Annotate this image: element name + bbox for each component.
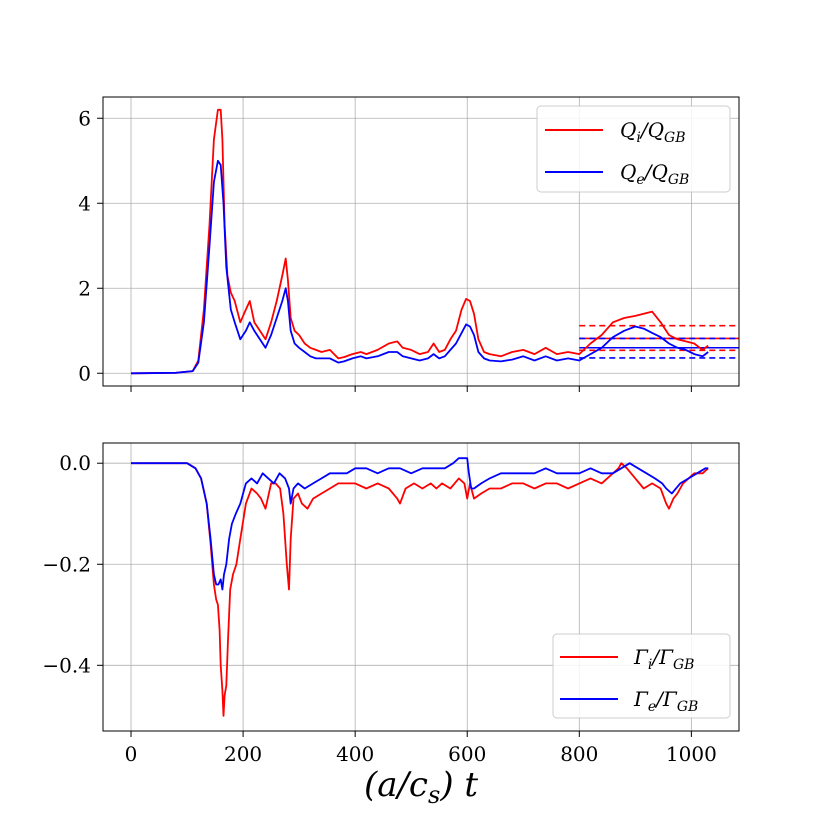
bot-y-tick-label: −0.2: [42, 552, 91, 576]
bot-x-tick-label: 1000: [666, 742, 717, 766]
top-legend-box: [536, 105, 731, 193]
top-y-tick-label: 6: [78, 106, 91, 130]
bottom-legend-box: [552, 633, 731, 719]
top-series-lines: [130, 108, 709, 375]
bottom-legend-label-ge: Γe/ΓGB: [633, 687, 698, 715]
bot-series-line-1: [131, 457, 709, 591]
top-y-tick-label: 2: [78, 276, 91, 300]
top-reference-lines: [579, 324, 739, 359]
bottom-panel: 0.0 −0.2 −0.4 0 200 400 600 800 1000 Γi/ΓGB Γe/…: [42, 442, 740, 766]
bot-x-tick-label: 800: [560, 742, 598, 766]
top-y-tick-labels: 0 2 4 6: [78, 106, 91, 385]
bot-x-tick-label: 0: [125, 742, 138, 766]
top-plot-frame: [102, 96, 740, 387]
bottom-plot-frame: [102, 442, 740, 732]
top-y-tick-label: 0: [78, 361, 91, 385]
bottom-x-tick-labels: 0 200 400 600 800 1000: [125, 742, 717, 766]
bottom-legend-label-gi: Γi/ΓGB: [633, 645, 694, 673]
bottom-series-lines: [131, 457, 709, 717]
bot-y-tick-label: 0.0: [59, 451, 91, 475]
top-legend-label-qe: Qe/QGB: [620, 160, 689, 188]
bottom-y-tick-labels: 0.0 −0.2 −0.4: [42, 451, 91, 677]
bottom-legend: Γi/ΓGB Γe/ΓGB: [552, 633, 731, 719]
bot-y-tick-label: −0.4: [42, 653, 91, 677]
bot-series-line-0: [131, 462, 709, 717]
top-series-line-0: [130, 108, 709, 375]
bottom-axis-ticks: [97, 462, 692, 737]
x-axis-label: (a/cs) t: [364, 765, 478, 809]
top-series-line-1: [130, 159, 709, 375]
bot-x-tick-label: 600: [448, 742, 486, 766]
top-legend: Qi/QGB Qe/QGB: [536, 105, 731, 193]
bot-x-tick-label: 200: [224, 742, 262, 766]
top-panel: 0 2 4 6 Qi/QGB Qe/QGB: [78, 96, 740, 392]
top-axis-ticks: [97, 117, 692, 392]
bot-x-tick-label: 400: [336, 742, 374, 766]
top-legend-label-qi: Qi/QGB: [620, 118, 686, 146]
top-y-tick-label: 4: [78, 191, 91, 215]
